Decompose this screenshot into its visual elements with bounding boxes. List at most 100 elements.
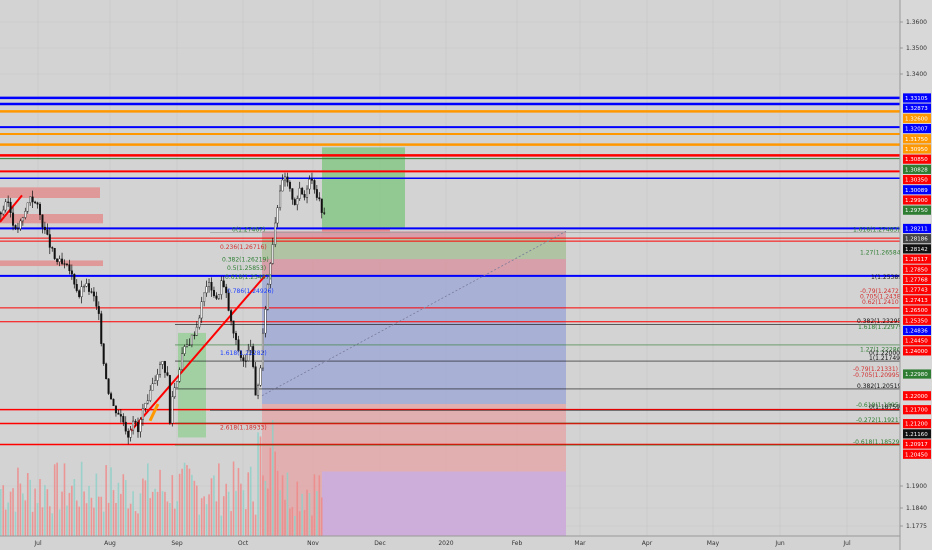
orange-marker xyxy=(148,403,160,422)
candle-body xyxy=(185,344,188,347)
volume-bar xyxy=(257,432,259,536)
candle-body xyxy=(279,190,282,208)
fib-level-label: -0.79(1.21331) xyxy=(853,366,898,373)
volume-bar xyxy=(39,479,41,536)
candle-body xyxy=(2,209,5,215)
price-badge-bg xyxy=(903,123,931,134)
volume-bar xyxy=(188,468,191,536)
candle-body xyxy=(215,295,218,299)
volume-bar xyxy=(274,451,276,536)
price-axis[interactable]: 1.3600 1.3500 1.3400 1.1900 1.1840 1.1775 1.33… xyxy=(899,0,932,550)
candle-body xyxy=(21,217,24,222)
volume-bar xyxy=(183,462,186,536)
price-badge: 1.26500 xyxy=(903,305,931,315)
price-badge-label: 1.24836 xyxy=(905,328,928,334)
volume-bar xyxy=(294,515,296,536)
fib-level-label: -0.705(1.20995) xyxy=(853,372,902,379)
price-badge-label: 1.28142 xyxy=(905,247,928,253)
volume-bar xyxy=(85,503,88,536)
candle-body xyxy=(239,350,242,358)
candle-body xyxy=(293,199,296,205)
candle-body xyxy=(134,420,137,423)
fib-level-label: -0.272(1.19217) xyxy=(856,417,905,424)
volume-bar xyxy=(71,485,73,536)
volume-bar xyxy=(279,490,281,536)
candle-body xyxy=(80,286,83,298)
candle-body xyxy=(56,258,59,262)
price-badge: 1.32007 xyxy=(903,123,931,134)
volume-bar xyxy=(242,490,245,536)
price-badge: 1.22980 xyxy=(903,369,931,379)
candle-body xyxy=(9,201,12,214)
price-badge-bg xyxy=(903,325,931,336)
volume-bar xyxy=(56,462,58,536)
volume-bar xyxy=(159,469,161,536)
price-badge-bg xyxy=(903,154,931,164)
time-tick-label: Jun xyxy=(774,540,785,547)
time-tick-label: Jul xyxy=(33,540,42,547)
price-badge: 1.20450 xyxy=(903,449,931,459)
volume-bar xyxy=(142,478,144,536)
volume-bar xyxy=(230,511,232,536)
volume-bar xyxy=(2,485,5,536)
volume-bar xyxy=(83,491,85,536)
price-badge-label: 1.22980 xyxy=(905,372,928,378)
volume-bar xyxy=(316,491,318,536)
candle-body xyxy=(227,292,230,311)
candle-body xyxy=(75,284,78,291)
volume-bar xyxy=(154,488,156,536)
candle-body xyxy=(249,346,252,351)
candle-body xyxy=(139,419,142,433)
candle-body xyxy=(269,263,272,285)
price-tick-label: 1.3600 xyxy=(906,19,927,26)
volume-bar xyxy=(0,489,2,536)
candle-body xyxy=(252,346,255,367)
volume-bar xyxy=(301,493,303,536)
price-badge-label: 1.31750 xyxy=(905,137,928,143)
price-badge-bg xyxy=(903,185,931,195)
time-axis[interactable]: Jul Aug Sep Oct Nov Dec 2020 Feb Mar Apr May Jun Jul xyxy=(0,535,900,547)
price-badge-label: 1.32007 xyxy=(905,127,928,133)
candle-body xyxy=(230,310,233,322)
fib-level-label: 1(1.21749) xyxy=(869,355,902,362)
candle-body xyxy=(220,280,223,295)
volume-bar xyxy=(320,497,323,536)
time-tick-label: Nov xyxy=(307,540,319,547)
candle-body xyxy=(296,198,299,205)
volume-bar xyxy=(19,483,22,536)
fib-level-label: 0.382(1.20519) xyxy=(857,383,904,390)
candle-body xyxy=(83,286,86,288)
candle-body xyxy=(266,284,269,310)
candle-body xyxy=(222,280,225,288)
projection-zone-green xyxy=(262,238,566,260)
volume-bar xyxy=(80,461,83,536)
price-badge-bg xyxy=(903,174,931,185)
candle-body xyxy=(264,309,267,334)
price-badge: 1.30089 xyxy=(903,185,931,195)
candle-body xyxy=(12,212,15,226)
price-badge-bg xyxy=(903,315,931,325)
volume-bar xyxy=(41,507,44,536)
candle-body xyxy=(208,282,211,287)
price-badge: 1.21160 xyxy=(903,429,931,439)
candle-body xyxy=(14,225,17,229)
volume-bar xyxy=(26,473,29,536)
fib-level-label: -0.618(1.19950) xyxy=(856,402,905,409)
volume-bar xyxy=(200,498,203,536)
price-badge-label: 1.29900 xyxy=(905,198,928,204)
volume-bar xyxy=(44,485,46,536)
price-tick-label: 1.3500 xyxy=(906,45,927,52)
fib-level-label: 0.236(1.26716) xyxy=(220,244,267,251)
candle-body xyxy=(144,402,147,409)
volume-bar xyxy=(112,490,115,536)
time-tick-label: May xyxy=(707,540,720,547)
price-badge-label: 1.21200 xyxy=(905,422,928,428)
volume-bar xyxy=(313,474,316,536)
candle-body xyxy=(127,431,130,438)
volume-bar xyxy=(227,491,230,536)
volume-bar xyxy=(29,479,31,536)
price-badge-label: 1.30350 xyxy=(905,178,928,184)
price-badge-bg xyxy=(903,134,931,144)
